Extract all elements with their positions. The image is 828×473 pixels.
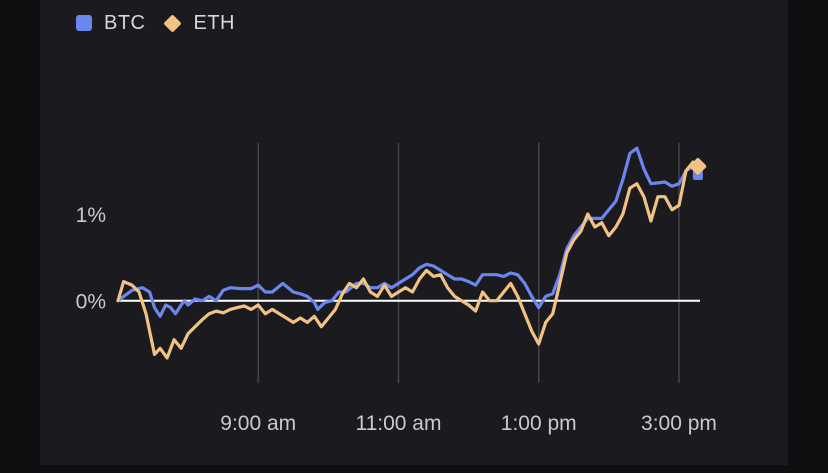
x-tick-label: 9:00 am (220, 412, 296, 435)
chart-legend: BTC ETH (76, 8, 235, 38)
series-line-eth (116, 160, 700, 360)
legend-btc-square-icon (76, 15, 92, 31)
series-line-btc (116, 146, 700, 318)
chart-panel (40, 0, 788, 465)
x-tick-label: 3:00 pm (641, 412, 717, 435)
x-tick-label: 1:00 pm (501, 412, 577, 435)
legend-eth-label: ETH (193, 11, 235, 34)
x-tick-label: 11:00 am (355, 412, 441, 435)
y-tick-label: 0% (76, 291, 106, 314)
series-end-marker-eth (689, 158, 707, 175)
legend-btc-label: BTC (104, 11, 146, 34)
legend-item-btc[interactable]: BTC (76, 12, 146, 35)
y-tick-label: 1% (76, 204, 106, 227)
legend-item-eth[interactable]: ETH (163, 11, 236, 35)
